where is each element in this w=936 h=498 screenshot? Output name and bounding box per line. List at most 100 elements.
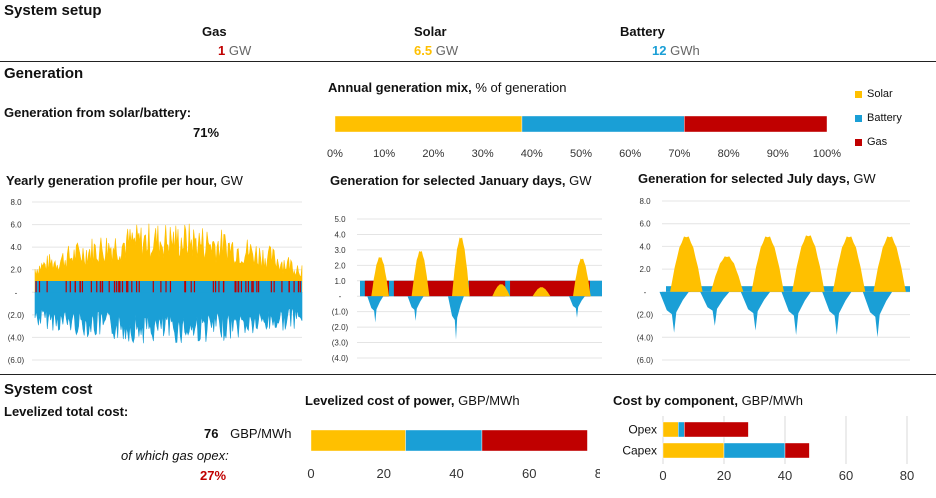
jan-solar-day — [371, 257, 389, 297]
jan-y-tick-label: 2.0 — [334, 261, 346, 270]
jan-solar-day — [452, 237, 470, 297]
lcop-tick-label: 20 — [377, 466, 391, 481]
lcop-chart: 0 20 40 60 80 — [307, 429, 600, 481]
yearly-gas-mark — [99, 281, 101, 293]
jan-y-tick-label: (1.0) — [332, 308, 349, 317]
jan-battery-discharge — [569, 296, 585, 318]
jul-y-tick-label: - — [644, 288, 647, 297]
jul-chart: 8.0 6.0 4.0 2.0 - (2.0) (4.0) (6.0) — [637, 197, 910, 365]
jul-y-tick-label: (2.0) — [637, 311, 654, 320]
yearly-gas-mark — [160, 281, 162, 293]
mix-tick-label: 50% — [570, 148, 592, 160]
jul-solar-day — [710, 256, 744, 292]
jul-battery-discharge — [740, 291, 771, 331]
yearly-gas-mark — [212, 281, 214, 293]
jul-solar-day — [792, 235, 825, 292]
comp-category-label: Opex — [628, 423, 657, 437]
jan-y-tick-label: (4.0) — [332, 354, 349, 363]
battery-value: 12 — [652, 43, 667, 58]
yearly-gas-mark — [131, 281, 133, 293]
yearly-gas-mark — [165, 281, 167, 293]
jan-solar-day — [573, 258, 591, 297]
yearly-gas-mark — [121, 281, 124, 293]
jan-y-tick-label: (2.0) — [332, 323, 349, 332]
gas-opex-label: of which gas opex: — [121, 448, 229, 463]
jul-battery-discharge — [659, 291, 689, 333]
jan-y-tick-label: 5.0 — [334, 215, 346, 224]
lcop-tick-label: 60 — [522, 466, 536, 481]
comp-bar-solar-capex — [662, 442, 725, 459]
system-setup-title: System setup — [4, 2, 102, 19]
yearly-gas-mark — [113, 281, 116, 293]
yearly-gas-mark — [135, 281, 138, 293]
jul-y-tick-label: 6.0 — [639, 220, 651, 229]
yearly-gas-mark — [218, 281, 220, 293]
mix-tick-label: 90% — [767, 148, 789, 160]
yearly-gas-mark — [297, 281, 300, 293]
solar-label: Solar — [414, 24, 447, 39]
yearly-gas-mark — [247, 281, 250, 293]
comp-tick-label: 20 — [717, 468, 731, 483]
divider-generation — [0, 374, 936, 375]
yearly-gas-mark — [116, 281, 118, 293]
yearly-gas-mark — [184, 281, 186, 293]
yearly-gas-mark — [65, 281, 67, 293]
yearly-gas-mark — [258, 281, 260, 293]
jan-battery-discharge — [407, 296, 424, 321]
jan-y-tick-label: 3.0 — [334, 246, 346, 255]
yearly-gas-mark — [270, 281, 272, 293]
yearly-gas-mark — [126, 281, 128, 293]
mix-tick-label: 80% — [718, 148, 740, 160]
mix-chart-title: Annual generation mix, % of generation — [328, 80, 566, 95]
yearly-gas-mark — [245, 281, 247, 293]
mix-tick-label: 70% — [668, 148, 690, 160]
levelized-total-unit: GBP/MWh — [230, 426, 292, 441]
jan-solar-day — [411, 251, 430, 297]
yearly-gas-mark — [79, 281, 81, 293]
jan-y-tick-label: - — [339, 292, 342, 301]
legend-solar: Solar — [855, 88, 893, 100]
jan-battery-discharge — [448, 296, 464, 340]
yearly-gas-mark — [190, 281, 192, 293]
system-cost-title: System cost — [4, 381, 93, 398]
yearly-gas-mark — [293, 281, 295, 293]
jul-solar-day — [670, 236, 703, 292]
jan-solar-day — [532, 287, 551, 297]
legend-solar-swatch — [855, 90, 862, 98]
mix-tick-label: 20% — [422, 148, 444, 160]
yearly-gas-mark — [96, 281, 98, 293]
generation-title: Generation — [4, 65, 84, 82]
lcop-tick-label: 40 — [449, 466, 463, 481]
yearly-gas-mark — [252, 281, 254, 293]
mix-tick-label: 100% — [813, 148, 841, 160]
gas-unit: GW — [228, 43, 252, 58]
lcop-bar-gas — [481, 429, 588, 452]
yearly-y-tick-label: - — [15, 288, 18, 297]
solar-capacity: 6.5 GW — [414, 43, 458, 58]
yearly-battery-area — [34, 292, 303, 344]
comp-tick-label: 0 — [659, 468, 666, 483]
yearly-gas-mark — [118, 281, 120, 293]
comp-category-label: Capex — [622, 444, 657, 458]
battery-capacity: 12 GWh — [652, 43, 700, 58]
levelized-total-label: Levelized total cost: — [4, 404, 129, 419]
jan-solar-day — [492, 284, 510, 297]
lcop-tick-label: 80 — [595, 466, 600, 481]
comp-bar-gas-opex — [684, 421, 749, 438]
mix-tick-label: 30% — [472, 148, 494, 160]
gas-capacity: 1 GW — [218, 43, 251, 58]
jan-y-tick-label: 4.0 — [334, 230, 346, 239]
mix-bar-battery — [521, 115, 685, 133]
comp-title-rest: GBP/MWh — [737, 393, 803, 408]
jul-y-tick-label: (6.0) — [637, 356, 654, 365]
yearly-gas-mark — [69, 281, 71, 293]
yearly-y-tick-label: 4.0 — [10, 243, 22, 252]
jan-gas-segment — [510, 280, 590, 297]
jul-solar-day — [751, 236, 784, 292]
comp-bar-battery-opex — [678, 421, 685, 438]
yearly-chart: 8.0 6.0 4.0 2.0 - (2.0) (4.0) (6.0) — [8, 198, 303, 365]
yearly-gas-mark — [74, 281, 76, 293]
yearly-gas-mark — [193, 281, 196, 293]
yearly-title-rest: GW — [216, 173, 243, 188]
